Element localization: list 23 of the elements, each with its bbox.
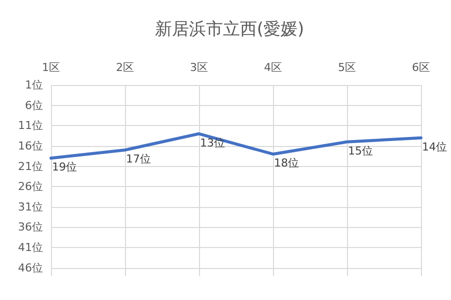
x-tick-label: 5区 <box>338 61 356 74</box>
y-tick-label: 46位 <box>18 261 43 274</box>
y-tick-label: 31位 <box>18 200 43 214</box>
y-tick-label: 6位 <box>25 98 43 112</box>
x-tick-label: 4区 <box>264 61 282 74</box>
data-label: 14位 <box>422 140 447 154</box>
data-label: 19位 <box>52 160 77 174</box>
y-tick-label: 36位 <box>18 220 43 234</box>
data-label: 13位 <box>200 136 225 150</box>
y-tick-label: 11位 <box>18 119 43 132</box>
x-tick-label: 1区 <box>42 61 60 74</box>
y-tick-label: 41位 <box>18 241 43 254</box>
y-tick-label: 21位 <box>18 160 43 173</box>
data-label: 18位 <box>274 156 299 170</box>
y-tick-label: 16位 <box>18 139 43 152</box>
chart-title: 新居浜市立西(愛媛) <box>154 20 304 40</box>
x-tick-label: 6区 <box>412 61 430 74</box>
x-tick-label: 2区 <box>116 61 134 74</box>
data-label: 17位 <box>126 152 151 166</box>
x-tick-label: 3区 <box>190 61 208 74</box>
data-label: 15位 <box>348 144 373 158</box>
y-tick-label: 26位 <box>18 180 43 194</box>
y-tick-label: 1位 <box>25 78 43 92</box>
